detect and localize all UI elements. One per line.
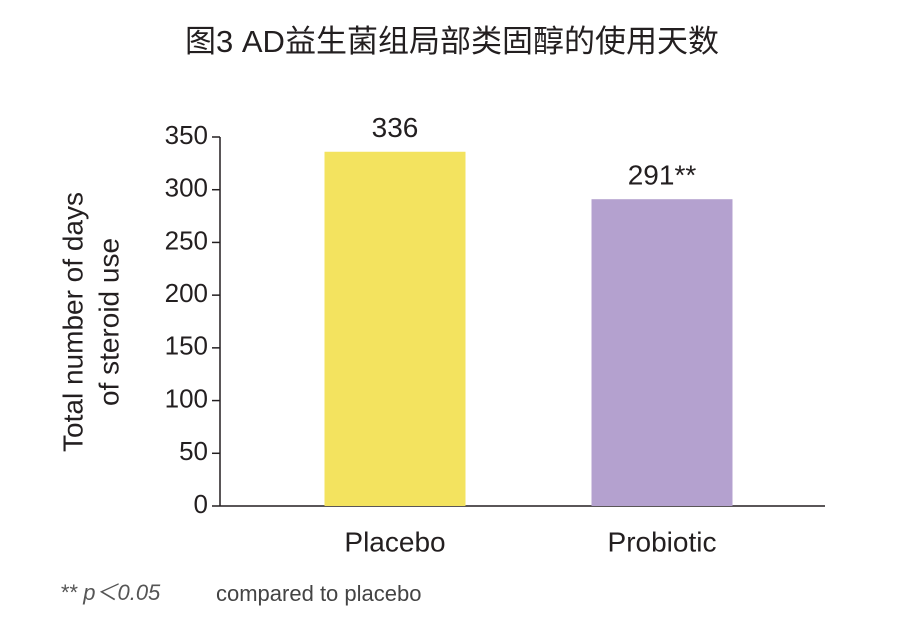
y-tick-label: 350 — [165, 120, 208, 150]
chart-title: 图3 AD益生菌组局部类固醇的使用天数 — [185, 24, 719, 59]
footnote: compared to placebo — [216, 581, 421, 606]
bar — [591, 199, 733, 506]
y-tick-label: 50 — [179, 436, 208, 466]
footnote-italic: ** p＜0.05 — [60, 580, 161, 605]
y-tick-label: 250 — [165, 225, 208, 255]
y-label-line: Total number of days — [57, 192, 88, 452]
y-tick-label: 200 — [165, 278, 208, 308]
y-tick-label: 0 — [194, 489, 208, 519]
y-axis-label: Total number of days of steroid use — [57, 192, 124, 452]
value-label: 336 — [372, 112, 419, 143]
y-tick-label: 300 — [165, 173, 208, 203]
value-label: 291** — [628, 160, 697, 191]
x-tick-label: Placebo — [344, 526, 445, 557]
y-tick-label: 150 — [165, 331, 208, 361]
y-tick-label: 100 — [165, 383, 208, 413]
x-tick-label: Probiotic — [608, 526, 717, 557]
y-label-line: of steroid use — [93, 238, 124, 406]
bar — [324, 151, 466, 506]
